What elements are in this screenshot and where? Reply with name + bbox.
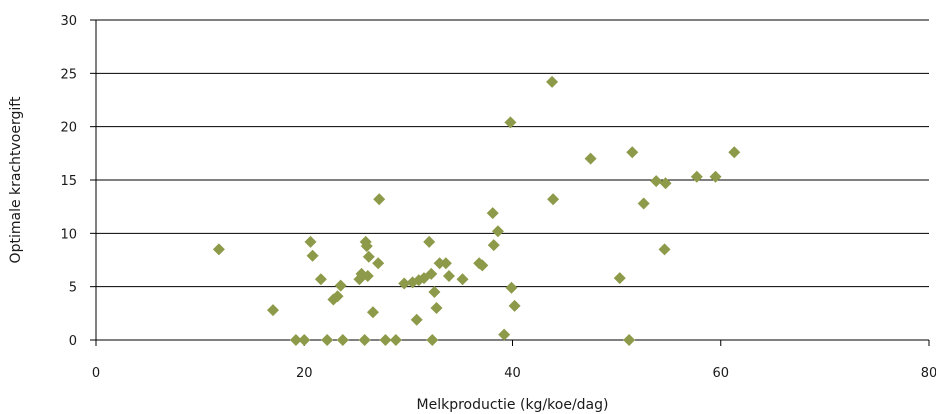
x-axis-title: Melkproductie (kg/koe/dag) xyxy=(417,397,609,413)
y-tick-label: 15 xyxy=(60,174,77,189)
x-tick-label: 80 xyxy=(921,366,936,381)
y-tick-label: 25 xyxy=(60,67,77,82)
x-tick-label: 60 xyxy=(712,366,729,381)
data-point xyxy=(298,334,311,346)
data-point xyxy=(306,249,319,262)
data-point xyxy=(659,177,672,190)
data-point xyxy=(456,273,469,286)
data-point xyxy=(623,334,636,346)
data-point xyxy=(360,240,373,253)
tick-labels: 0 5 10 15 20 25 30 0 20 40 60 80 xyxy=(60,14,936,381)
data-point xyxy=(361,270,374,282)
data-point xyxy=(358,334,371,346)
data-point xyxy=(584,152,597,165)
data-point xyxy=(637,197,650,210)
data-point xyxy=(504,116,517,129)
data-point xyxy=(410,313,423,326)
data-point xyxy=(389,334,402,346)
y-tick-label: 5 xyxy=(69,281,77,296)
y-tick-label: 20 xyxy=(60,121,77,136)
data-point xyxy=(476,259,489,272)
data-point xyxy=(709,170,722,183)
data-point xyxy=(428,286,441,298)
data-point xyxy=(613,272,626,285)
data-point xyxy=(430,302,443,314)
data-point xyxy=(331,290,344,303)
data-point xyxy=(508,299,521,312)
data-point xyxy=(304,235,317,248)
data-point xyxy=(498,328,511,341)
data-point xyxy=(690,170,703,183)
data-point xyxy=(336,334,349,346)
data-point xyxy=(425,267,438,280)
data-point xyxy=(314,273,327,286)
data-point xyxy=(423,235,436,248)
x-tick-label: 20 xyxy=(296,366,313,381)
data-point xyxy=(626,146,639,159)
data-points xyxy=(212,75,741,346)
data-point xyxy=(366,306,379,319)
data-point xyxy=(426,334,439,346)
data-point xyxy=(334,279,347,292)
x-tick-label: 40 xyxy=(504,366,521,381)
x-tick-label: 0 xyxy=(92,366,100,381)
y-tick-label: 30 xyxy=(60,14,77,29)
data-point xyxy=(433,257,446,270)
y-axis-title: Optimale krachtvoergift xyxy=(8,96,24,263)
data-point xyxy=(373,193,386,206)
data-point xyxy=(505,281,518,294)
y-tick-label: 10 xyxy=(60,227,77,242)
data-point xyxy=(486,207,499,220)
data-point xyxy=(728,146,741,159)
data-point xyxy=(650,175,663,188)
data-point xyxy=(658,243,671,256)
axes xyxy=(90,19,930,346)
data-point xyxy=(398,277,411,290)
data-point xyxy=(289,334,302,346)
data-point xyxy=(487,239,500,252)
data-point xyxy=(372,257,385,270)
data-point xyxy=(547,193,560,206)
data-point xyxy=(362,250,375,263)
data-point xyxy=(491,225,504,238)
data-point xyxy=(439,257,452,270)
gridlines xyxy=(96,19,929,288)
data-point xyxy=(379,334,392,346)
data-point xyxy=(321,334,334,346)
data-point xyxy=(442,270,455,282)
y-tick-label: 0 xyxy=(69,334,77,349)
data-point xyxy=(212,243,225,256)
data-point xyxy=(546,75,559,88)
data-point xyxy=(267,304,280,317)
